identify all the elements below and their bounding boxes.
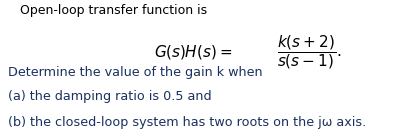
Text: (a) the damping ratio is 0.5 and: (a) the damping ratio is 0.5 and xyxy=(8,90,212,103)
Text: Open-loop transfer function is: Open-loop transfer function is xyxy=(20,4,207,17)
Text: Determine the value of the gain k when: Determine the value of the gain k when xyxy=(8,66,263,79)
Text: (b) the closed-loop system has two roots on the jω axis.: (b) the closed-loop system has two roots… xyxy=(8,116,367,129)
Text: $\mathit{G(s)H(s)}=$: $\mathit{G(s)H(s)}=$ xyxy=(154,43,232,61)
Text: $\dfrac{k(s+2)}{s(s-1)}.$: $\dfrac{k(s+2)}{s(s-1)}.$ xyxy=(277,33,342,71)
